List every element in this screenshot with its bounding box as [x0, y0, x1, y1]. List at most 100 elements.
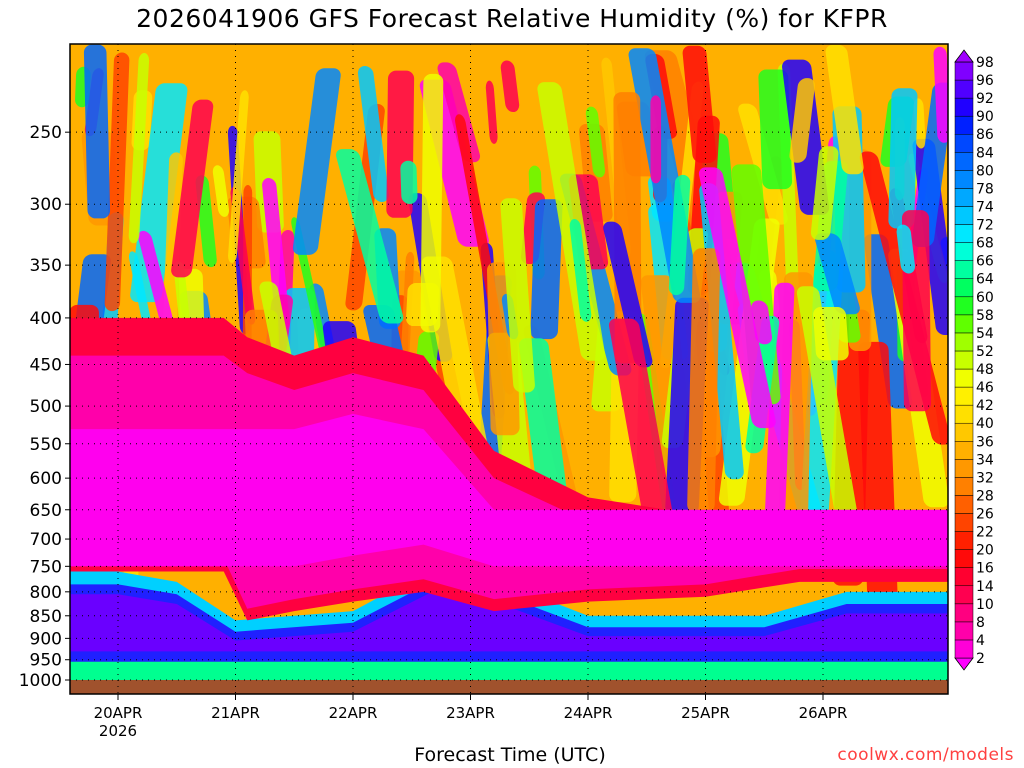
y-axis: 2503003504004505005506006507007508008509…: [19, 123, 70, 691]
chart-title: 2026041906 GFS Forecast Relative Humidit…: [136, 4, 888, 33]
x-tick-label: 25APR: [681, 704, 730, 722]
rh-cell: [896, 224, 916, 274]
y-tick-label: 900: [30, 629, 62, 649]
colorbar-label: 72: [976, 218, 994, 234]
rh-cell: [789, 78, 815, 163]
y-tick-label: 850: [30, 607, 62, 627]
colorbar-swatch: [954, 404, 974, 424]
source-credit: coolwx.com/models: [837, 745, 1014, 765]
y-tick-label: 1000: [19, 671, 62, 691]
colorbar-label: 26: [976, 507, 994, 523]
colorbar-max-arrow: [954, 49, 974, 63]
colorbar-label: 34: [976, 452, 994, 468]
colorbar-swatch: [954, 549, 974, 568]
grid: [70, 44, 948, 694]
colorbar-label: 60: [976, 290, 994, 306]
colorbar-label: 58: [976, 308, 994, 324]
rh-field: [70, 44, 948, 694]
colorbar-swatch: [954, 278, 974, 298]
colorbar-swatch: [954, 152, 974, 171]
rh-cell: [171, 99, 214, 278]
rh-cell: [485, 80, 498, 144]
colorbar-swatch: [954, 260, 974, 279]
rh-cell: [698, 167, 776, 429]
colorbar-swatch: [954, 61, 974, 81]
colorbar-label: 78: [976, 181, 994, 197]
rh-cell: [650, 95, 662, 184]
x-tick-label: 21APR: [211, 704, 260, 722]
colorbar-swatch: [954, 441, 974, 460]
x-tick-sublabel: 2026: [99, 722, 137, 740]
colorbar-swatch: [954, 332, 974, 352]
rh-cell: [400, 160, 418, 204]
colorbar-swatch: [954, 386, 974, 406]
colorbar-swatch: [954, 621, 974, 641]
colorbar-swatch: [954, 296, 974, 316]
colorbar-swatch: [954, 531, 974, 550]
colorbar-label: 4: [976, 633, 985, 649]
colorbar-label: 96: [976, 73, 994, 89]
moist-layer-peak: [70, 584, 948, 652]
colorbar-label: 92: [976, 91, 994, 107]
colorbar-label: 64: [976, 272, 994, 288]
colorbar-label: 20: [976, 543, 994, 559]
rh-cell: [668, 174, 691, 296]
y-tick-label: 950: [30, 651, 62, 671]
rh-cell: [764, 282, 795, 539]
rh-cell: [813, 307, 849, 361]
rh-cell: [758, 69, 793, 190]
rh-cell: [500, 198, 535, 393]
rh-cell: [292, 68, 341, 255]
colorbar-label: 28: [976, 488, 994, 504]
dry-layer-peak: [70, 413, 948, 567]
colorbar-min-arrow: [954, 657, 974, 671]
rh-cell: [128, 53, 150, 244]
rh-cell: [357, 65, 389, 203]
x-tick-label: 26APR: [799, 704, 848, 722]
colorbar-label: 32: [976, 470, 994, 486]
colorbar-swatch: [954, 567, 974, 587]
rh-cell: [569, 218, 592, 322]
y-tick-label: 650: [30, 501, 62, 521]
y-tick-label: 300: [30, 195, 62, 215]
colorbar-swatch: [954, 206, 974, 225]
colorbar-label: 52: [976, 344, 994, 360]
colorbar-swatch: [954, 170, 974, 189]
colorbar-label: 22: [976, 525, 994, 541]
colorbar-label: 90: [976, 109, 994, 125]
ground-strip: [70, 680, 948, 694]
colorbar-swatch: [954, 477, 974, 496]
colorbar-label: 48: [976, 362, 994, 378]
rh-cell: [825, 44, 864, 175]
rh-cell: [83, 44, 111, 219]
rh-cell: [815, 233, 860, 315]
rh-cell: [500, 60, 520, 113]
colorbar-label: 42: [976, 398, 994, 414]
colorbar-swatch: [954, 639, 974, 659]
colorbar-label: 8: [976, 615, 985, 631]
colorbar-swatch: [954, 422, 974, 442]
colorbar-swatch: [954, 585, 974, 605]
colorbar-label: 10: [976, 597, 994, 613]
rh-cell: [262, 177, 290, 331]
x-tick-label: 24APR: [564, 704, 613, 722]
colorbar-swatch: [954, 115, 974, 135]
rh-cell: [687, 248, 721, 513]
rh-cell: [863, 234, 913, 409]
y-tick-label: 750: [30, 557, 62, 577]
colorbar-label: 68: [976, 236, 994, 252]
rh-cell: [437, 62, 481, 163]
x-tick-label: 23APR: [446, 704, 495, 722]
colorbar: 2481014162022262832343640424648525458606…: [954, 49, 994, 671]
rh-cell: [933, 46, 948, 143]
colorbar-swatch: [954, 79, 974, 99]
colorbar-label: 36: [976, 434, 994, 450]
colorbar-label: 46: [976, 380, 994, 396]
y-tick-label: 400: [30, 309, 62, 329]
near-surface-layer: [70, 661, 948, 680]
colorbar-label: 54: [976, 326, 994, 342]
colorbar-swatch: [954, 350, 974, 370]
colorbar-label: 74: [976, 199, 994, 215]
rh-cell: [228, 90, 249, 263]
colorbar-label: 98: [976, 55, 994, 71]
